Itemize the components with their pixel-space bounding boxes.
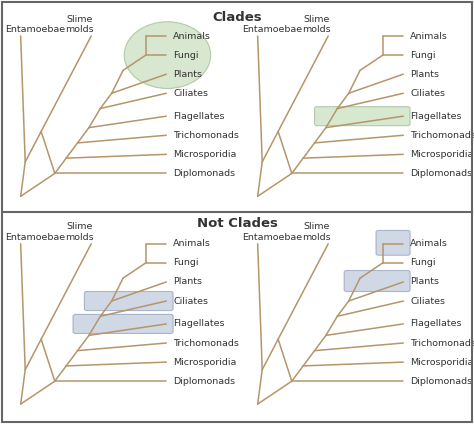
Ellipse shape xyxy=(124,22,210,89)
Text: Microsporidia: Microsporidia xyxy=(173,150,237,159)
Text: Entamoebae: Entamoebae xyxy=(242,233,302,242)
Text: Fungi: Fungi xyxy=(173,258,199,268)
FancyBboxPatch shape xyxy=(73,315,173,333)
Text: Flagellates: Flagellates xyxy=(410,112,462,121)
Text: Diplomonads: Diplomonads xyxy=(173,377,235,386)
Text: Clades: Clades xyxy=(212,11,262,24)
Text: Animals: Animals xyxy=(410,31,448,41)
Text: Plants: Plants xyxy=(410,277,439,287)
Text: Plants: Plants xyxy=(173,70,202,79)
Text: Slime
molds: Slime molds xyxy=(302,15,331,34)
Text: Fungi: Fungi xyxy=(410,50,436,60)
Text: Flagellates: Flagellates xyxy=(173,319,225,329)
Text: Microsporidia: Microsporidia xyxy=(410,357,474,367)
Text: Ciliates: Ciliates xyxy=(173,89,208,98)
FancyBboxPatch shape xyxy=(315,107,410,126)
Text: Animals: Animals xyxy=(173,31,211,41)
Text: Entamoebae: Entamoebae xyxy=(5,233,65,242)
Text: Slime
molds: Slime molds xyxy=(65,15,94,34)
Text: Diplomonads: Diplomonads xyxy=(410,377,472,386)
Text: Diplomonads: Diplomonads xyxy=(173,169,235,178)
Text: Ciliates: Ciliates xyxy=(410,296,445,306)
Text: Plants: Plants xyxy=(410,70,439,79)
FancyBboxPatch shape xyxy=(344,271,410,292)
Text: Fungi: Fungi xyxy=(173,50,199,60)
Text: Flagellates: Flagellates xyxy=(410,319,462,329)
Text: Slime
molds: Slime molds xyxy=(65,223,94,242)
FancyBboxPatch shape xyxy=(84,292,173,310)
Text: Trichomonads: Trichomonads xyxy=(173,338,239,348)
Text: Microsporidia: Microsporidia xyxy=(173,357,237,367)
Text: Trichomonads: Trichomonads xyxy=(410,131,474,140)
Text: Animals: Animals xyxy=(173,239,211,248)
Text: Animals: Animals xyxy=(410,239,448,248)
Text: Entamoebae: Entamoebae xyxy=(5,25,65,34)
Text: Fungi: Fungi xyxy=(410,258,436,268)
Text: Microsporidia: Microsporidia xyxy=(410,150,474,159)
Text: Slime
molds: Slime molds xyxy=(302,223,331,242)
Text: Ciliates: Ciliates xyxy=(410,89,445,98)
Text: Diplomonads: Diplomonads xyxy=(410,169,472,178)
Text: Flagellates: Flagellates xyxy=(173,112,225,121)
Text: Plants: Plants xyxy=(173,277,202,287)
Text: Trichomonads: Trichomonads xyxy=(410,338,474,348)
FancyBboxPatch shape xyxy=(376,231,410,255)
Text: Ciliates: Ciliates xyxy=(173,296,208,306)
Text: Trichomonads: Trichomonads xyxy=(173,131,239,140)
Text: Entamoebae: Entamoebae xyxy=(242,25,302,34)
Text: Not Clades: Not Clades xyxy=(197,217,277,230)
